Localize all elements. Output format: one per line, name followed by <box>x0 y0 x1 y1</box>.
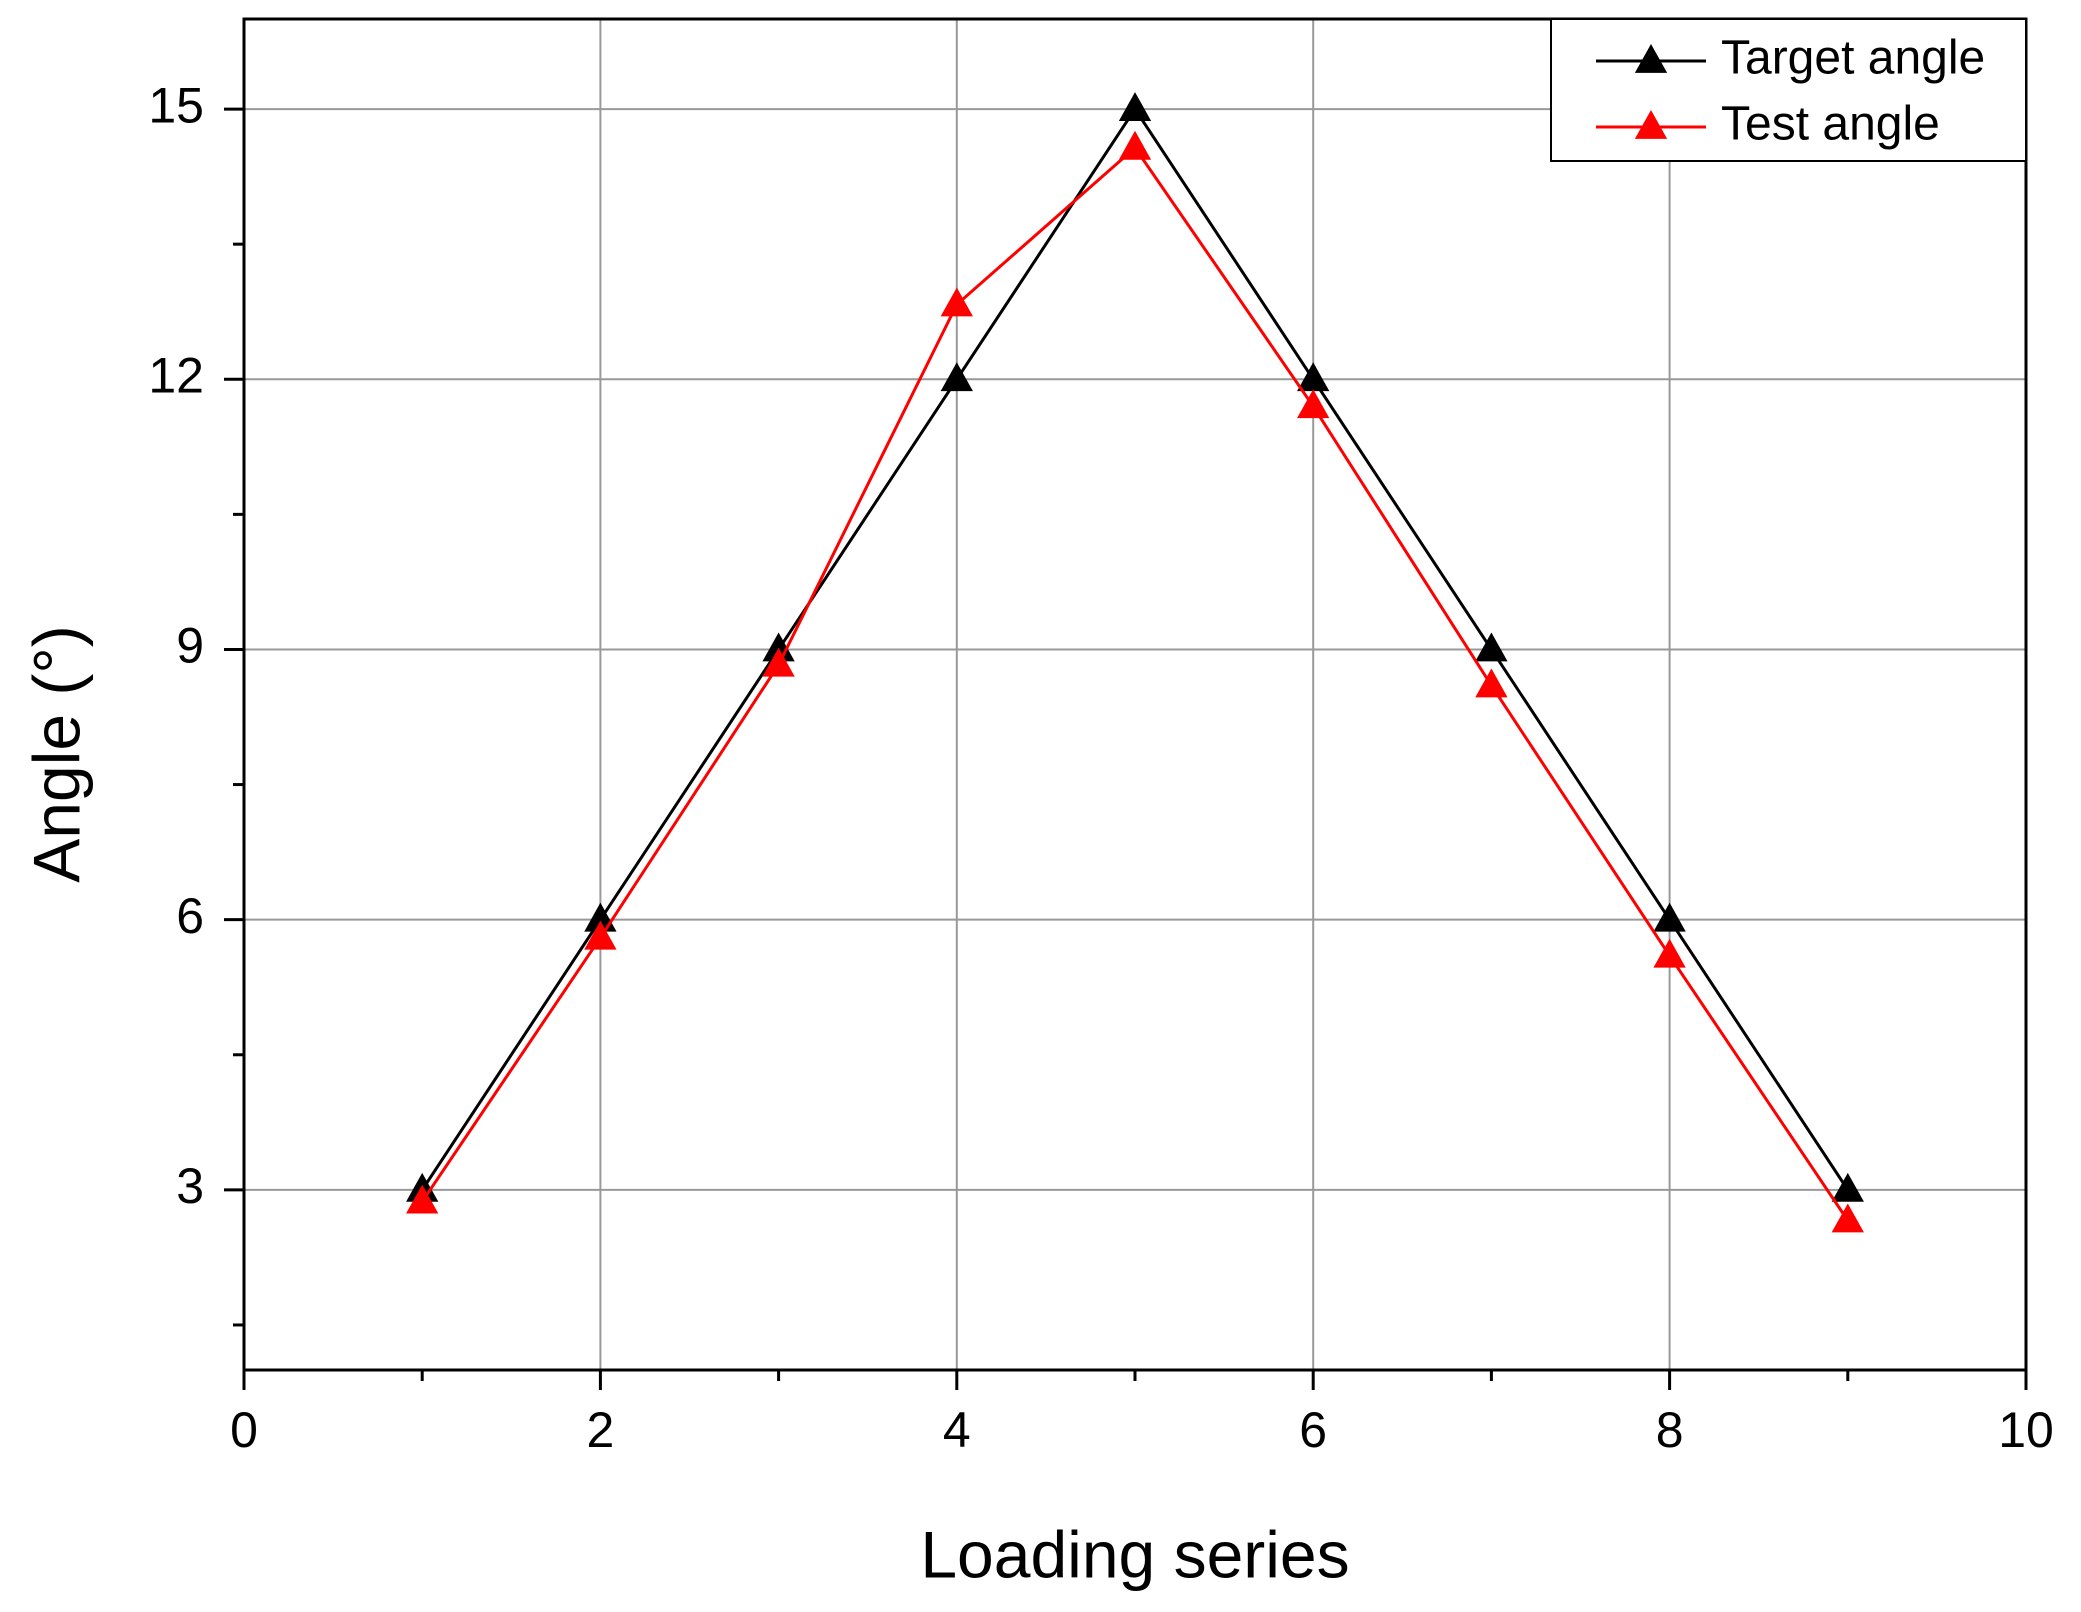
legend-marker <box>1634 44 1668 73</box>
data-point <box>762 632 795 662</box>
y-axis-title: Angle (°) <box>19 625 93 883</box>
data-point <box>1297 389 1330 419</box>
plot-frame <box>242 17 2028 1372</box>
data-point <box>1118 92 1152 121</box>
x-axis-title: Loading series <box>920 1517 1349 1591</box>
x-tick-label: 4 <box>943 1402 971 1458</box>
data-point <box>1297 362 1330 392</box>
data-point <box>406 1184 439 1214</box>
data-point <box>1653 938 1686 968</box>
data-point <box>1118 130 1152 160</box>
x-tick-label: 0 <box>230 1402 258 1458</box>
series-line <box>420 145 1850 1222</box>
y-tick-label: 9 <box>176 618 204 674</box>
data-point <box>940 362 973 392</box>
legend-box <box>1550 18 2027 162</box>
x-tick-label: 6 <box>1299 1402 1327 1458</box>
y-tick-label: 6 <box>176 888 204 944</box>
data-point <box>1653 902 1686 932</box>
x-tick-label: 8 <box>1656 1402 1684 1458</box>
legend-label: Test angle <box>1721 98 1940 151</box>
data-point <box>584 920 617 950</box>
data-point <box>1475 632 1508 662</box>
data-point <box>1475 668 1508 698</box>
legend-label: Target angle <box>1721 32 1985 85</box>
y-tick-label: 12 <box>148 347 204 403</box>
legend-marker <box>1634 110 1668 139</box>
x-tick-label: 10 <box>1998 1402 2054 1458</box>
data-point <box>762 647 795 677</box>
data-point <box>1831 1203 1864 1233</box>
y-tick-label: 3 <box>176 1158 204 1214</box>
x-tick-label: 2 <box>586 1402 614 1458</box>
data-point <box>940 287 973 317</box>
data-point <box>1831 1172 1864 1202</box>
y-tick-label: 15 <box>148 77 204 133</box>
